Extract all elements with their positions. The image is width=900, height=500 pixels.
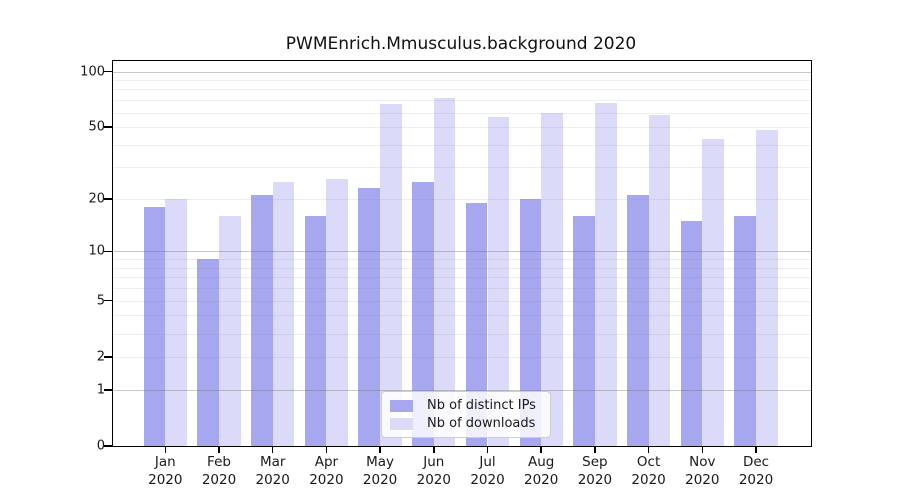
legend-entry-distinct-ips: Nb of distinct IPs (388, 398, 544, 413)
x-tick-label: May 2020 (350, 454, 410, 489)
bar-distinct-ips (251, 195, 273, 446)
y-tick-label: 100 (80, 64, 105, 80)
x-tick-mark (701, 447, 704, 453)
x-tick-year-label: 2020 (362, 471, 398, 488)
x-tick-label: Oct 2020 (619, 454, 679, 489)
bar-downloads (541, 112, 563, 446)
bar-distinct-ips (197, 259, 219, 446)
x-tick-mark (594, 447, 596, 453)
x-tick-year-label: 2020 (685, 471, 720, 488)
x-tick-year-label: 2020 (148, 471, 183, 488)
x-tick-year-label: 2020 (416, 471, 451, 488)
y-tick-label: 0 (96, 438, 105, 454)
x-tick-label: Dec 2020 (726, 454, 786, 489)
y-tick-label: 2 (96, 349, 105, 365)
y-gridline-minor (113, 89, 811, 91)
y-tick-mark (104, 445, 112, 447)
y-tick-mark (104, 356, 112, 358)
bar-distinct-ips (626, 195, 649, 446)
bar-downloads (165, 199, 187, 446)
x-tick-label: Apr 2020 (296, 454, 356, 489)
chart-title: PWMEnrich.Mmusculus.background 2020 (285, 34, 637, 54)
y-tick-label: 50 (88, 119, 105, 135)
y-tick-mark (104, 126, 112, 128)
x-tick-label: Jan 2020 (135, 454, 195, 489)
legend-label-downloads: Nb of downloads (427, 416, 536, 431)
y-tick-mark (104, 70, 112, 73)
x-tick-year-label: 2020 (470, 471, 505, 488)
legend-swatch-distinct-ips (390, 399, 413, 412)
bar-downloads (648, 115, 671, 446)
bar-distinct-ips (680, 221, 703, 446)
bar-distinct-ips (143, 207, 166, 446)
y-tick-label: 1 (96, 382, 105, 398)
y-tick-label: 10 (88, 243, 105, 259)
x-tick-mark (486, 447, 489, 453)
x-tick-year-label: 2020 (738, 471, 774, 488)
bar-downloads (702, 139, 724, 446)
x-tick-label: Nov 2020 (672, 454, 732, 489)
bar-downloads (594, 102, 617, 446)
bar-downloads (380, 103, 402, 446)
x-tick-label: Feb 2020 (189, 454, 249, 489)
bar-distinct-ips (465, 202, 488, 446)
bar-downloads (272, 181, 295, 446)
bar-distinct-ips (734, 216, 756, 446)
bar-distinct-ips (304, 216, 327, 446)
x-tick-year-label: 2020 (577, 471, 613, 488)
legend-label-distinct-ips: Nb of distinct IPs (427, 398, 536, 413)
y-gridline-minor (113, 100, 811, 102)
y-tick-mark (104, 250, 112, 253)
y-gridline-minor (113, 112, 811, 114)
bar-downloads (433, 97, 456, 446)
x-tick-mark (755, 447, 757, 453)
bar-distinct-ips (358, 188, 381, 446)
y-tick-label: 5 (96, 293, 105, 309)
bar-downloads (219, 216, 241, 446)
bar-downloads (487, 116, 510, 446)
x-tick-mark (433, 447, 435, 453)
x-tick-year-label: 2020 (631, 471, 666, 488)
x-tick-label: Sep 2020 (565, 454, 625, 489)
x-tick-label: Jul 2020 (458, 454, 518, 489)
x-tick-mark (218, 447, 220, 453)
legend: Nb of distinct IPs Nb of downloads (381, 391, 551, 438)
y-tick-mark (104, 299, 112, 302)
x-tick-year-label: 2020 (524, 471, 559, 488)
bar-distinct-ips (573, 216, 595, 446)
legend-entry-downloads: Nb of downloads (388, 416, 544, 431)
x-tick-mark (325, 447, 328, 453)
plot-area: 0 1 2 5 10 20 50 100 Jan 2020 Feb 2020 Mar 2020 Apr 202… (80, 60, 812, 488)
x-tick-year-label: 2020 (309, 471, 344, 488)
x-tick-label: Aug 2020 (511, 454, 571, 489)
bar-distinct-ips (412, 181, 434, 446)
x-tick-mark (540, 447, 542, 453)
legend-swatch-downloads (390, 417, 413, 430)
x-tick-label: Jun 2020 (404, 454, 464, 489)
y-gridline-major (113, 71, 811, 73)
bar-downloads (326, 178, 349, 446)
bar-downloads (756, 130, 778, 446)
bar-distinct-ips (519, 199, 542, 446)
x-tick-mark (271, 447, 274, 453)
x-tick-year-label: 2020 (255, 471, 290, 488)
x-tick-year-label: 2020 (201, 471, 237, 488)
x-tick-mark (647, 447, 650, 453)
y-tick-label: 20 (88, 191, 105, 207)
x-tick-label: Mar 2020 (243, 454, 303, 489)
y-tick-mark (104, 198, 112, 200)
y-gridline-minor (113, 127, 811, 129)
x-tick-mark (379, 447, 381, 453)
y-tick-mark (104, 389, 112, 391)
x-tick-mark (164, 447, 167, 453)
y-gridline-minor (113, 80, 811, 82)
